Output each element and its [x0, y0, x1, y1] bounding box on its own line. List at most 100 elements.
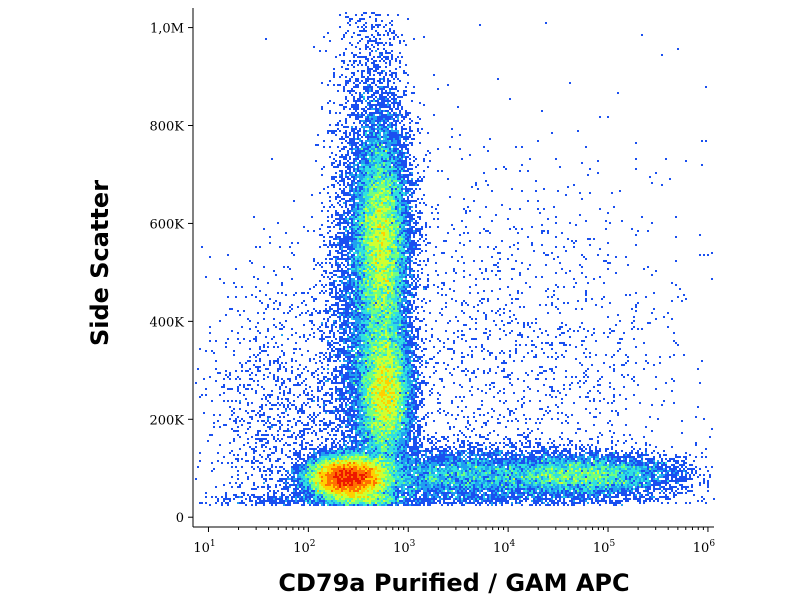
scatter-point	[233, 282, 235, 284]
scatter-point	[551, 304, 553, 306]
scatter-point	[399, 254, 401, 256]
scatter-point	[343, 138, 345, 140]
scatter-point	[403, 164, 405, 166]
scatter-point	[353, 96, 355, 98]
scatter-point	[401, 234, 403, 236]
scatter-point	[367, 196, 369, 198]
scatter-point	[377, 204, 379, 206]
scatter-point	[357, 34, 359, 36]
scatter-point	[375, 146, 377, 148]
scatter-point	[409, 272, 411, 274]
scatter-point	[365, 236, 367, 238]
scatter-point	[387, 298, 389, 300]
scatter-point	[369, 298, 371, 300]
scatter-point	[479, 268, 481, 270]
scatter-point	[383, 312, 385, 314]
scatter-point	[391, 172, 393, 174]
scatter-point	[377, 200, 379, 202]
scatter-point	[391, 226, 393, 228]
scatter-point	[395, 280, 397, 282]
scatter-point	[431, 206, 433, 208]
scatter-point	[607, 242, 609, 244]
scatter-point	[331, 236, 333, 238]
scatter-point	[523, 324, 525, 326]
scatter-point	[367, 188, 369, 190]
scatter-point	[361, 102, 363, 104]
scatter-point	[337, 244, 339, 246]
scatter-point	[263, 266, 265, 268]
scatter-point	[387, 100, 389, 102]
scatter-point	[403, 192, 405, 194]
scatter-point	[389, 160, 391, 162]
scatter-point	[351, 260, 353, 262]
scatter-point	[437, 226, 439, 228]
scatter-point	[349, 142, 351, 144]
scatter-point	[385, 152, 387, 154]
scatter-point	[369, 190, 371, 192]
scatter-point	[391, 54, 393, 56]
scatter-point	[369, 102, 371, 104]
scatter-point	[409, 182, 411, 184]
scatter-point	[427, 258, 429, 260]
scatter-point	[371, 78, 373, 80]
scatter-point	[361, 312, 363, 314]
scatter-point	[371, 310, 373, 312]
scatter-point	[369, 234, 371, 236]
scatter-point	[409, 224, 411, 226]
scatter-point	[397, 138, 399, 140]
scatter-point	[347, 268, 349, 270]
scatter-point	[401, 116, 403, 118]
scatter-point	[375, 150, 377, 152]
scatter-point	[317, 134, 319, 136]
scatter-point	[403, 230, 405, 232]
scatter-point	[375, 288, 377, 290]
scatter-point	[593, 238, 595, 240]
scatter-point	[399, 158, 401, 160]
scatter-point	[497, 78, 499, 80]
scatter-point	[375, 20, 377, 22]
scatter-point	[361, 322, 363, 324]
scatter-point	[375, 302, 377, 304]
scatter-point	[375, 194, 377, 196]
scatter-point	[403, 94, 405, 96]
scatter-point	[339, 290, 341, 292]
scatter-point	[367, 222, 369, 224]
scatter-point	[379, 286, 381, 288]
scatter-point	[417, 228, 419, 230]
scatter-point	[407, 274, 409, 276]
scatter-point	[349, 170, 351, 172]
scatter-point	[361, 64, 363, 66]
scatter-point	[547, 218, 549, 220]
scatter-point	[379, 324, 381, 326]
scatter-point	[357, 280, 359, 282]
scatter-point	[355, 54, 357, 56]
scatter-point	[349, 252, 351, 254]
scatter-point	[341, 248, 343, 250]
scatter-point	[355, 192, 357, 194]
scatter-point	[341, 66, 343, 68]
scatter-point	[375, 316, 377, 318]
scatter-point	[409, 212, 411, 214]
scatter-point	[329, 240, 331, 242]
scatter-point	[367, 76, 369, 78]
scatter-point	[291, 252, 293, 254]
scatter-point	[405, 252, 407, 254]
scatter-point	[345, 12, 347, 14]
scatter-point	[371, 234, 373, 236]
scatter-point	[373, 56, 375, 58]
scatter-point	[367, 276, 369, 278]
scatter-point	[379, 234, 381, 236]
scatter-point	[337, 276, 339, 278]
scatter-point	[371, 266, 373, 268]
scatter-point	[395, 296, 397, 298]
scatter-point	[401, 108, 403, 110]
scatter-point	[553, 290, 555, 292]
scatter-point	[311, 320, 313, 322]
scatter-point	[413, 222, 415, 224]
scatter-point	[395, 230, 397, 232]
scatter-point	[399, 96, 401, 98]
scatter-point	[399, 160, 401, 162]
scatter-point	[337, 256, 339, 258]
scatter-point	[393, 94, 395, 96]
scatter-point	[395, 250, 397, 252]
